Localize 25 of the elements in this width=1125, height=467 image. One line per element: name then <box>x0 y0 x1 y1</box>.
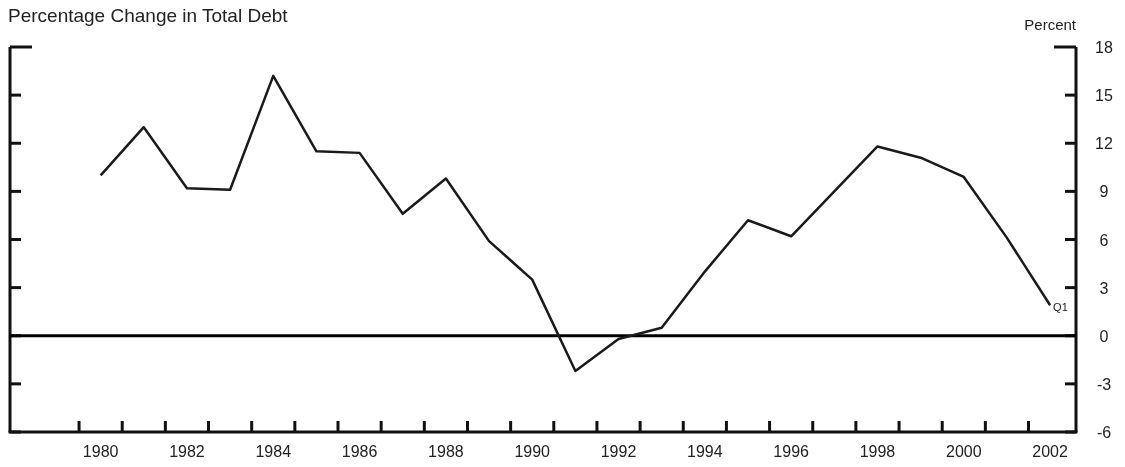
x-tick-label: 1986 <box>341 443 378 460</box>
x-tick-label: 1990 <box>514 443 551 460</box>
y-tick-label: 15 <box>1095 87 1113 105</box>
y-tick-label: -3 <box>1096 375 1112 393</box>
y-tick-label: 18 <box>1095 39 1113 56</box>
annotation: Q1 <box>1053 301 1068 314</box>
x-tick-label: 1992 <box>600 443 637 460</box>
x-tick-label: 2002 <box>1032 443 1068 460</box>
x-tick-label: 1998 <box>859 443 896 460</box>
x-tick-label: 1994 <box>687 443 723 460</box>
y-tick-label: 3 <box>1099 279 1109 297</box>
y-tick-label: 0 <box>1099 327 1109 345</box>
x-tick-label: 2000 <box>945 443 982 460</box>
y-tick-label: -6 <box>1096 424 1112 441</box>
x-tick-label: 1996 <box>773 443 810 460</box>
chart-title: Percentage Change in Total Debt <box>8 5 289 26</box>
x-tick-label: 1984 <box>255 443 292 460</box>
line-series <box>99 74 1052 373</box>
y-axis-title: Percent <box>1024 16 1077 33</box>
x-tick-label: 1988 <box>428 443 464 460</box>
y-tick-label: 9 <box>1099 183 1109 201</box>
y-tick-label: 6 <box>1099 231 1109 249</box>
x-tick-label: 1980 <box>82 443 119 460</box>
x-tick-label: 1982 <box>169 443 205 460</box>
y-tick-label: 12 <box>1095 135 1113 153</box>
